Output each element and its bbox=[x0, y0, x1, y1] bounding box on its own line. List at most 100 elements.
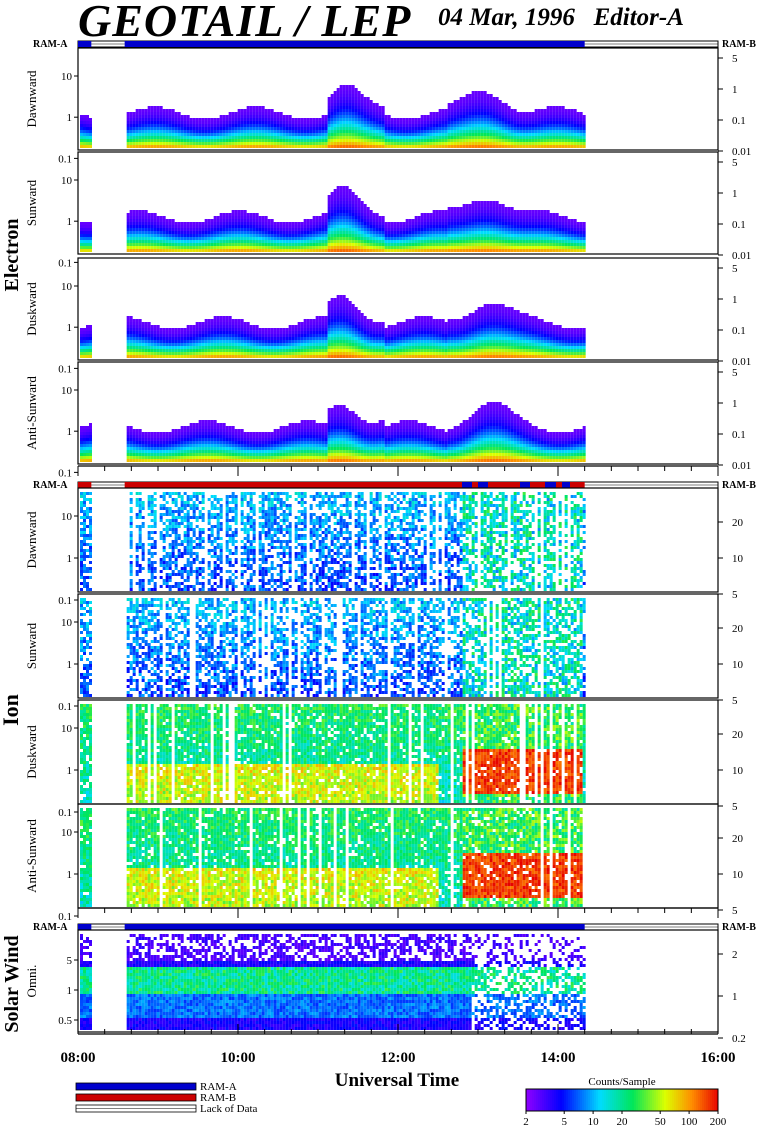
ram-label-left: RAM-A bbox=[33, 39, 68, 50]
left-tick-label: 1 bbox=[67, 553, 73, 565]
panel-label: Dawnward bbox=[24, 511, 39, 569]
right-tick-label: 1 bbox=[732, 294, 738, 306]
spectrogram-cells bbox=[80, 704, 586, 803]
colorbar-tick-label: 20 bbox=[617, 1116, 629, 1128]
ram-coverage-segment bbox=[125, 41, 585, 47]
left-tick-label: 1 bbox=[67, 765, 73, 777]
left-tick-label: 10 bbox=[61, 723, 73, 735]
left-tick-label: 0.1 bbox=[58, 153, 72, 165]
left-tick-label: 1 bbox=[67, 322, 73, 334]
left-tick-label: 1 bbox=[67, 112, 73, 124]
spectrogram-cells bbox=[80, 402, 586, 462]
ram-coverage-segment bbox=[78, 41, 91, 47]
right-tick-label: 5 bbox=[732, 263, 738, 275]
ram-bar-2: RAM-A RAM-B bbox=[33, 480, 756, 491]
right-tick-label: 5 bbox=[732, 589, 738, 601]
ram-coverage-segment bbox=[78, 482, 91, 488]
right-tick-label: 10 bbox=[732, 553, 744, 565]
right-tick-label: 2 bbox=[732, 949, 738, 961]
spectrogram-cells bbox=[80, 85, 586, 148]
left-tick-label: 1 bbox=[67, 985, 73, 997]
ram-label-right: RAM-B bbox=[722, 922, 756, 933]
panel-ion-dawnward: Dawnward 10 1 0.1 20 10 5 bbox=[24, 488, 744, 607]
ram-coverage-segment bbox=[478, 482, 488, 488]
left-tick-label: 1 bbox=[67, 216, 73, 228]
left-tick-label: 1 bbox=[67, 426, 73, 438]
left-tick-label: 0.1 bbox=[58, 807, 72, 819]
panel-label: Dawnward bbox=[24, 70, 39, 128]
x-tick-label: 16:00 bbox=[701, 1050, 736, 1066]
ram-label-right: RAM-B bbox=[722, 39, 756, 50]
x-tick-label: 10:00 bbox=[221, 1050, 256, 1066]
right-tick-label: 5 bbox=[732, 157, 738, 169]
spectrogram-cells bbox=[80, 295, 586, 358]
right-tick-label: 0.01 bbox=[732, 460, 751, 472]
panel-label: Omni. bbox=[24, 965, 39, 998]
right-tick-label: 10 bbox=[732, 659, 744, 671]
x-tick-label: 12:00 bbox=[381, 1050, 416, 1066]
ram-label-right: RAM-B bbox=[722, 480, 756, 491]
left-tick-label: 0.5 bbox=[58, 1015, 72, 1027]
right-tick-label: 1 bbox=[732, 398, 738, 410]
left-tick-label: 10 bbox=[61, 385, 73, 397]
colorbar-tick-label: 5 bbox=[561, 1116, 567, 1128]
panel-label: Anti-Sunward bbox=[24, 819, 39, 893]
right-tick-label: 20 bbox=[732, 833, 744, 845]
left-tick-label: 1 bbox=[67, 659, 73, 671]
spectrogram-cells bbox=[80, 598, 586, 697]
x-axis-tick-labels: 08:00 10:00 12:00 14:00 16:00 bbox=[61, 1050, 736, 1066]
right-tick-label: 0.2 bbox=[732, 1033, 746, 1045]
spectrogram-cells bbox=[80, 808, 583, 907]
panel-label: Sunward bbox=[24, 622, 39, 669]
x-tick-label: 08:00 bbox=[61, 1050, 96, 1066]
left-tick-label: 0.1 bbox=[58, 467, 72, 479]
ram-coverage-segment bbox=[462, 482, 472, 488]
legend-swatch bbox=[76, 1083, 196, 1090]
left-tick-label: 10 bbox=[61, 71, 73, 83]
colorbar-title: Counts/Sample bbox=[588, 1076, 655, 1088]
group-label-solar-wind: Solar Wind bbox=[1, 935, 23, 1032]
right-tick-label: 5 bbox=[732, 367, 738, 379]
legend-swatch bbox=[76, 1094, 196, 1101]
left-tick-label: 0.1 bbox=[58, 911, 72, 923]
spectrogram-cells bbox=[80, 934, 586, 1030]
ram-coverage-segment bbox=[125, 924, 585, 930]
ram-coverage-segment bbox=[125, 482, 585, 488]
ram-coverage-segment bbox=[520, 482, 530, 488]
ram-label-left: RAM-A bbox=[33, 480, 68, 491]
right-tick-label: 0.01 bbox=[732, 250, 751, 262]
left-tick-label: 1 bbox=[67, 869, 73, 881]
left-tick-label: 0.1 bbox=[58, 595, 72, 607]
x-axis-label: Universal Time bbox=[335, 1070, 459, 1091]
right-tick-label: 0.1 bbox=[732, 325, 746, 337]
left-tick-label: 0.1 bbox=[58, 257, 72, 269]
right-tick-label: 10 bbox=[732, 869, 744, 881]
left-tick-label: 0.1 bbox=[58, 701, 72, 713]
right-tick-label: 5 bbox=[732, 801, 738, 813]
colorbar-tick-label: 50 bbox=[655, 1116, 667, 1128]
panel-label: Sunward bbox=[24, 179, 39, 226]
panel-ion-anti-sunward: Anti-Sunward 10 1 0.1 20 10 5 bbox=[24, 804, 744, 923]
left-tick-label: 10 bbox=[61, 827, 73, 839]
right-tick-label: 20 bbox=[732, 517, 744, 529]
ram-coverage-segment bbox=[78, 924, 91, 930]
ram-label-left: RAM-A bbox=[33, 922, 68, 933]
panel-label: Duskward bbox=[24, 725, 39, 779]
colorbar-tick-label: 100 bbox=[681, 1116, 698, 1128]
right-tick-label: 1 bbox=[732, 84, 738, 96]
panel-label: Anti-Sunward bbox=[24, 376, 39, 450]
left-tick-label: 10 bbox=[61, 511, 73, 523]
colorbar-tick-label: 2 bbox=[523, 1116, 529, 1128]
right-tick-label: 5 bbox=[732, 695, 738, 707]
right-tick-label: 1 bbox=[732, 188, 738, 200]
right-tick-label: 20 bbox=[732, 623, 744, 635]
spectrogram-cells bbox=[80, 492, 586, 591]
